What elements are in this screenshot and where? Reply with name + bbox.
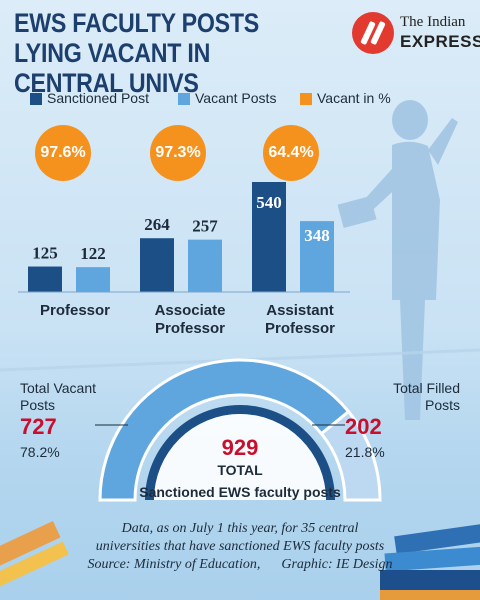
category-label-line: Associate: [154, 302, 226, 319]
legend-swatch: [30, 93, 42, 105]
total-filled-title-line: Posts: [424, 397, 460, 413]
footnote-line: Source: Ministry of Education, Graphic: …: [87, 557, 393, 572]
bar-value-label: 540: [256, 193, 282, 212]
page-title: EWS FACULTY POSTS LYING VACANT IN CENTRA…: [14, 8, 260, 98]
gauge-slice-total-filled-posts: [319, 409, 382, 502]
vacant-percent-badge: 64.4%: [263, 125, 319, 181]
logo-line-2: EXPRESS: [400, 32, 480, 51]
legend-swatch: [300, 93, 312, 105]
bar-sanctioned-post: [252, 182, 286, 292]
legend-item-vacant: Vacant Posts: [178, 90, 308, 108]
bar-vacant-posts: [188, 239, 222, 292]
bar-sanctioned-post: [28, 266, 62, 292]
gauge-subtitle: Sanctioned EWS faculty posts: [139, 484, 341, 500]
bar-value-label: 264: [144, 215, 170, 234]
bar-value-label: 257: [192, 217, 218, 236]
category-label-line: Professor: [39, 302, 111, 319]
footnote-line: Data, as on July 1 this year, for 35 cen…: [121, 521, 359, 536]
legend-label: Vacant in %: [317, 90, 391, 106]
category-label-professor: Professor: [20, 302, 130, 320]
total-vacant-value: 727: [20, 414, 57, 439]
bar-sanctioned-post: [140, 238, 174, 292]
total-filled-title-line: Total Filled: [393, 380, 460, 396]
footnote: Data, as on July 1 this year, for 35 cen…: [30, 520, 450, 574]
bar-value-label: 122: [80, 244, 106, 263]
gauge-center: [154, 414, 326, 500]
category-label-line: Professor: [154, 320, 226, 337]
publisher-logo: The Indian EXPRESS: [352, 12, 480, 56]
vacant-percent-badge: 97.6%: [35, 125, 91, 181]
vacant-percent-badge: 97.3%: [150, 125, 206, 181]
footnote-line: universities that have sanctioned EWS fa…: [95, 539, 385, 554]
category-label-line: Professor: [264, 320, 336, 337]
category-label-associate: Associate Professor: [130, 302, 250, 338]
bar-vacant-posts: [300, 221, 334, 292]
bar-value-label: 125: [32, 244, 58, 263]
total-filled-percent: 21.8%: [345, 444, 385, 460]
legend-swatch: [178, 93, 190, 105]
total-vacant-title-line: Total Vacant: [20, 380, 97, 396]
total-vacant-percent: 78.2%: [20, 444, 60, 460]
total-vacant-title-line: Posts: [20, 397, 56, 413]
legend-item-vacant-percent: Vacant in %: [300, 90, 420, 108]
total-vacant-title: Total Vacant Posts: [20, 380, 120, 414]
total-label: TOTAL: [217, 462, 263, 478]
category-label-assistant: Assistant Professor: [240, 302, 360, 338]
legend-label: Vacant Posts: [195, 90, 277, 106]
bar-value-label: 348: [304, 226, 330, 245]
logo-line-1: The Indian: [400, 14, 466, 30]
category-label-line: Assistant: [266, 302, 334, 319]
total-filled-title: Total Filled Posts: [360, 380, 460, 414]
legend-label: Sanctioned Post: [47, 90, 149, 106]
legend-item-sanctioned: Sanctioned Post: [30, 90, 170, 108]
bar-vacant-posts: [76, 267, 110, 292]
logo-mark-icon: [352, 12, 394, 54]
total-filled-value: 202: [345, 414, 382, 439]
total-sanctioned-value: 929: [221, 435, 259, 460]
